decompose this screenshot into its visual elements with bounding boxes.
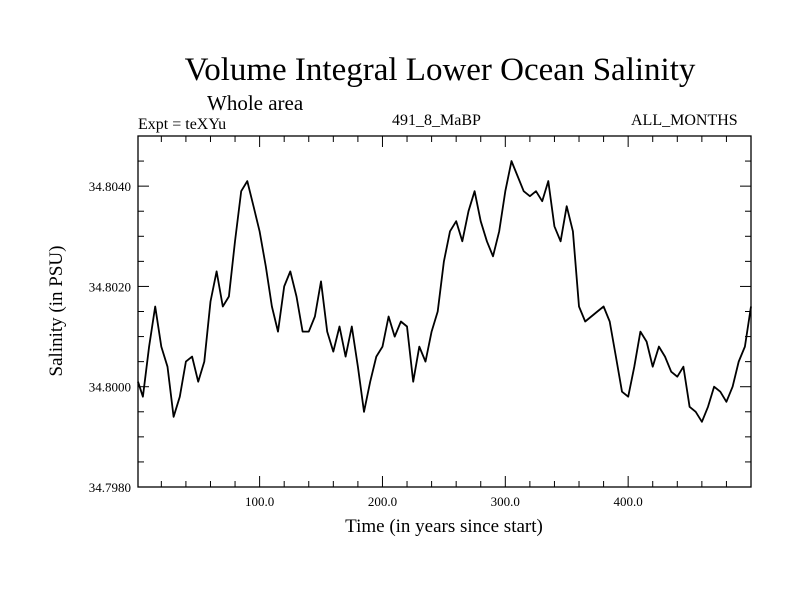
y-tick-label: 34.8000	[89, 380, 131, 395]
experiment-label: Expt = teXYu	[138, 116, 227, 133]
tick-labels: 100.0 200.0 300.0 400.0 34.7980 34.8000 34.802…	[89, 179, 643, 509]
x-tick-label: 300.0	[491, 494, 520, 509]
chart-title: Volume Integral Lower Ocean Salinity	[184, 52, 696, 88]
plot-frame	[137, 135, 752, 488]
salinity-line	[137, 160, 752, 423]
months-label: ALL_MONTHS	[631, 112, 738, 129]
x-tick-label: 200.0	[368, 494, 397, 509]
axis-ticks	[138, 135, 751, 488]
run-code-label: 491_8_MaBP	[392, 112, 481, 129]
y-tick-label: 34.7980	[89, 480, 131, 495]
x-axis-title: Time (in years since start)	[345, 516, 543, 537]
y-tick-label: 34.8020	[89, 279, 131, 294]
y-tick-label: 34.8040	[89, 179, 131, 194]
x-tick-label: 400.0	[614, 494, 643, 509]
y-axis-title: Salinity (in PSU)	[46, 246, 67, 377]
x-tick-label: 100.0	[245, 494, 274, 509]
chart-subtitle: Whole area	[207, 91, 304, 115]
